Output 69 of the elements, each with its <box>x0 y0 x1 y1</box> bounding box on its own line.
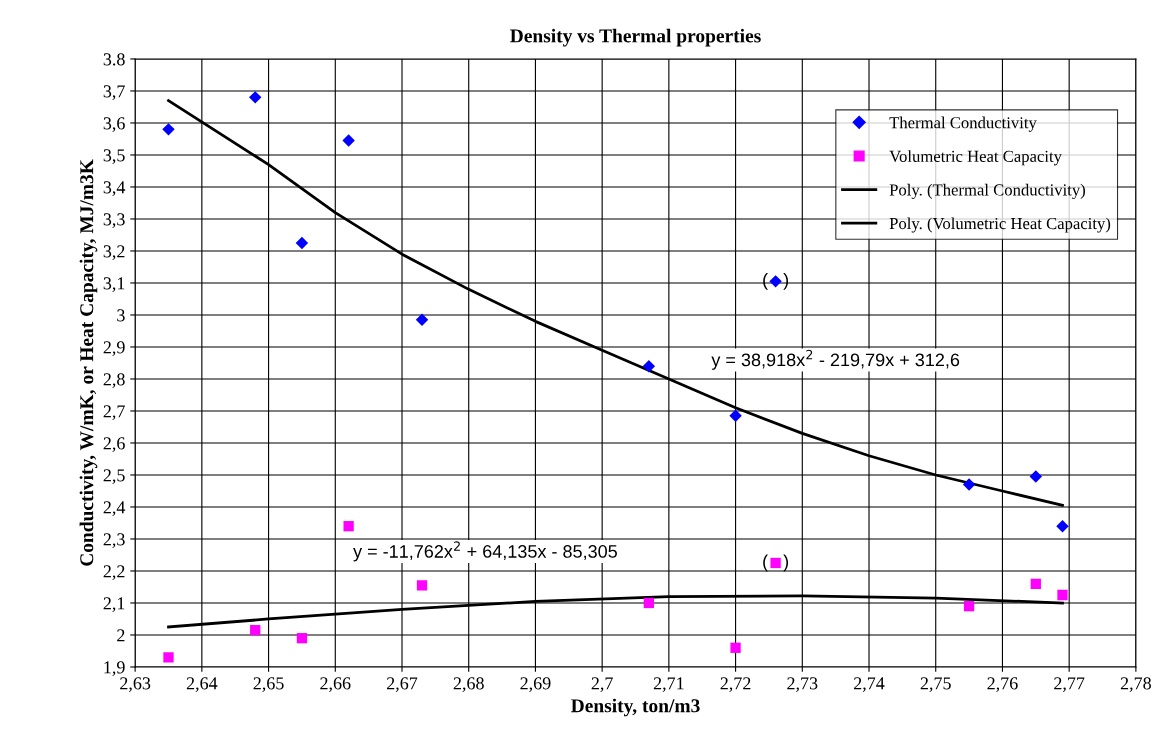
y-tick-label: 2,6 <box>103 437 125 453</box>
point <box>769 275 782 288</box>
y-tick-label: 3,3 <box>103 213 125 229</box>
y-tick-label: 3 <box>117 309 125 322</box>
point <box>249 91 262 104</box>
y-tick-label: 2 <box>117 629 125 642</box>
chart-title: Density vs Thermal properties <box>510 28 761 47</box>
point <box>1057 589 1068 601</box>
legend-label: Volumetric Heat Capacity <box>889 150 1062 166</box>
x-tick-label: 2,7 <box>591 677 613 693</box>
x-axis-title: Density, ton/m3 <box>571 698 700 717</box>
annotation: ( ) <box>763 554 789 572</box>
point <box>962 478 976 491</box>
point <box>730 642 741 653</box>
point <box>295 236 309 250</box>
point <box>643 597 654 609</box>
x-tick-label: 2,72 <box>720 677 751 693</box>
point <box>1056 519 1069 533</box>
y-axis-title: Conductivity, W/mK, or Heat Capacity, MJ/m3K <box>79 159 98 566</box>
y-tick-label: 2,2 <box>103 565 125 581</box>
point <box>770 557 781 569</box>
annotation: y = -11,762x$^{2}$ + 64,135x - 85,305 <box>353 541 617 562</box>
x-tick-label: 2,64 <box>186 677 218 693</box>
x-tick-label: 2,77 <box>1054 677 1085 693</box>
point <box>963 601 975 612</box>
legend-label: Poly. (Thermal Conductivity) <box>889 183 1085 199</box>
x-tick-label: 2,76 <box>987 677 1018 693</box>
y-tick-label: 1,9 <box>104 661 125 677</box>
point <box>343 521 354 532</box>
point <box>415 313 429 326</box>
point <box>250 625 261 636</box>
point <box>1029 470 1043 483</box>
x-tick-label: 2,68 <box>453 677 484 693</box>
point <box>162 123 175 136</box>
legend-label: Poly. (Volumetric Heat Capacity) <box>889 217 1111 233</box>
y-tick-label: 2,4 <box>103 501 126 517</box>
point <box>416 580 428 591</box>
y-tick-label: 3,2 <box>103 245 125 261</box>
point <box>163 652 174 663</box>
annotation: y = 38,918x$^{2}$ - 219,79x + 312,6 <box>711 349 960 370</box>
y-tick-label: 2,7 <box>103 405 125 421</box>
x-tick-label: 2,69 <box>520 677 551 693</box>
point <box>342 134 355 147</box>
y-tick-label: 2,3 <box>103 533 125 549</box>
y-tick-label: 3,7 <box>103 85 125 100</box>
x-tick-label: 2,66 <box>320 677 351 693</box>
annotation: ( ) <box>763 272 789 290</box>
x-tick-label: 2,73 <box>787 677 818 693</box>
y-tick-label: 3,1 <box>103 277 125 293</box>
x-tick-label: 2,65 <box>253 677 284 693</box>
x-tick-label: 2,71 <box>653 677 684 693</box>
x-tick-label: 2,78 <box>1120 677 1151 693</box>
y-tick-label: 3,4 <box>103 181 126 197</box>
y-tick-label: 2,5 <box>103 469 125 485</box>
x-tick-label: 2,74 <box>854 677 885 693</box>
y-tick-label: 2,9 <box>103 341 125 357</box>
x-tick-label: 2,63 <box>120 677 151 693</box>
y-tick-label: 2,1 <box>103 597 125 613</box>
y-tick-label: 3,5 <box>103 149 125 164</box>
y-tick-label: 3,6 <box>103 117 125 132</box>
x-tick-label: 2,67 <box>387 677 418 693</box>
point <box>729 409 742 422</box>
legend-label: Thermal Conductivity <box>889 116 1037 132</box>
x-tick-label: 2,75 <box>920 677 951 693</box>
point <box>642 359 656 373</box>
y-tick-label: 2,8 <box>103 373 125 389</box>
point <box>296 633 308 644</box>
point <box>1030 578 1041 589</box>
y-tick-label: 3.8 <box>103 53 125 66</box>
